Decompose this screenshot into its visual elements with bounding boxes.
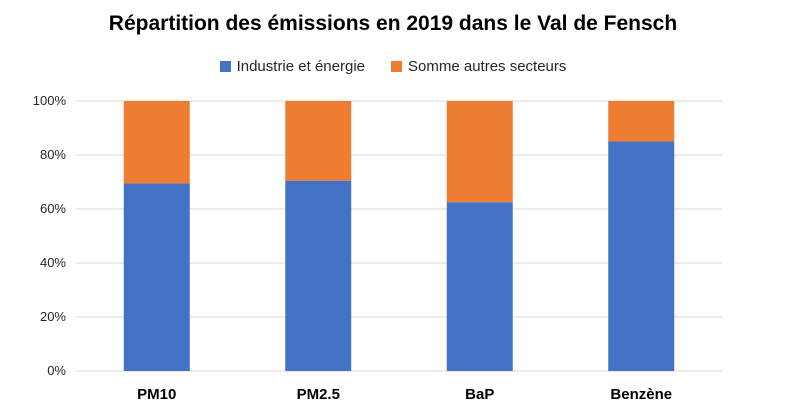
- y-tick-label: 100%: [33, 93, 67, 108]
- bar-industrie: [123, 183, 190, 371]
- bar-autres: [446, 101, 513, 203]
- legend-item-industrie: Industrie et énergie: [219, 58, 365, 75]
- y-tick-label: 80%: [40, 147, 66, 162]
- chart-legend: Industrie et énergie Somme autres secteu…: [0, 58, 786, 75]
- chart-title: Répartition des émissions en 2019 dans l…: [108, 12, 678, 35]
- legend-label-industrie: Industrie et énergie: [236, 58, 365, 75]
- y-tick-label: 0%: [47, 363, 66, 378]
- bar-industrie: [446, 202, 513, 371]
- legend-swatch-industrie: [219, 61, 231, 72]
- y-tick-label: 60%: [40, 201, 66, 216]
- bar-autres: [123, 101, 190, 184]
- legend-swatch-autres: [391, 61, 402, 72]
- x-category-label: PM2.5: [297, 386, 340, 403]
- legend-label-autres: Somme autres secteurs: [408, 58, 567, 75]
- bar-industrie: [285, 180, 352, 371]
- x-category-label: BaP: [465, 386, 494, 403]
- bar-autres: [608, 101, 675, 142]
- bar-autres: [285, 101, 352, 181]
- legend-item-autres: Somme autres secteurs: [391, 58, 566, 75]
- bar-industrie: [608, 141, 675, 371]
- y-tick-label: 40%: [40, 255, 66, 270]
- x-category-label: Benzène: [610, 386, 672, 403]
- y-tick-label: 20%: [40, 309, 66, 324]
- x-category-label: PM10: [137, 386, 176, 403]
